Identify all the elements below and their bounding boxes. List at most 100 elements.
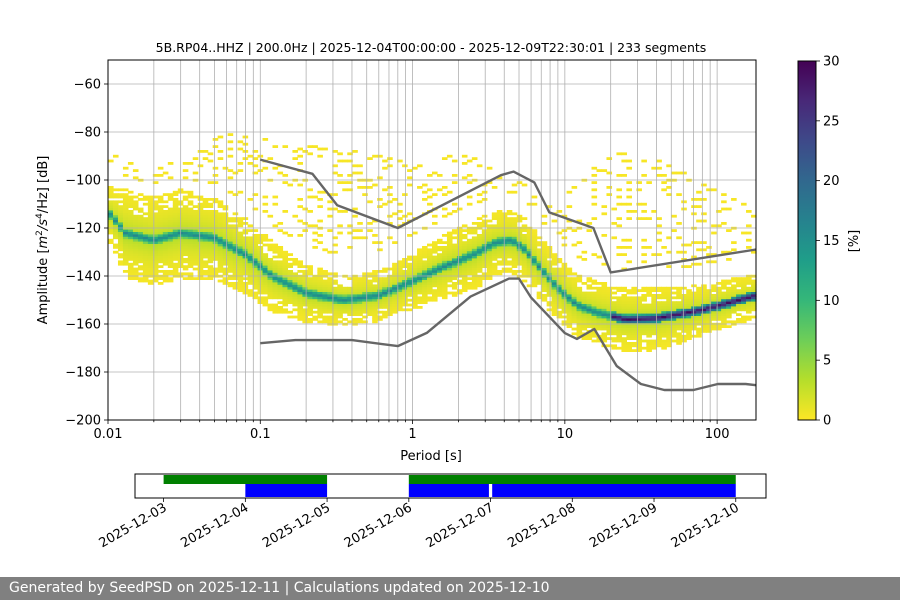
heatmap-cell <box>651 313 657 316</box>
heatmap-cell <box>696 330 702 333</box>
heatmap-cell <box>461 162 468 165</box>
heatmap-cell <box>262 291 269 295</box>
heatmap-cell <box>157 210 164 213</box>
heatmap-cell <box>616 246 623 249</box>
heatmap-cell <box>327 229 333 232</box>
heatmap-cell <box>746 303 752 307</box>
heatmap-cell <box>132 238 139 242</box>
heatmap-cell <box>641 339 647 343</box>
heatmap-cell <box>117 217 124 220</box>
heatmap-cell <box>736 284 742 288</box>
heatmap-cell <box>167 279 174 283</box>
heatmap-cell <box>402 277 408 280</box>
heatmap-cell <box>541 253 548 256</box>
heatmap-cell <box>441 157 448 160</box>
heatmap-cell <box>541 284 548 288</box>
heatmap-cell <box>432 270 438 273</box>
heatmap-cell <box>427 248 433 252</box>
heatmap-cell <box>706 289 712 292</box>
heatmap-cell <box>681 315 687 319</box>
heatmap-cell <box>536 253 543 256</box>
heatmap-cell <box>626 330 632 333</box>
heatmap-cell <box>262 272 269 276</box>
heatmap-cell <box>451 291 458 295</box>
heatmap-cell <box>232 238 239 242</box>
heatmap-cell <box>392 279 398 283</box>
heatmap-cell <box>137 217 144 220</box>
heatmap-cell <box>536 250 543 254</box>
heatmap-cell <box>417 291 423 295</box>
heatmap-cell <box>192 253 199 256</box>
heatmap-cell <box>446 267 453 271</box>
heatmap-cell <box>382 166 388 170</box>
heatmap-cell <box>676 315 682 319</box>
heatmap-cell <box>322 298 328 302</box>
heatmap-cell <box>157 231 164 235</box>
heatmap-cell <box>721 310 727 314</box>
heatmap-cell <box>446 272 453 276</box>
heatmap-cell <box>461 286 468 290</box>
heatmap-cell <box>127 212 134 216</box>
heatmap-cell <box>412 265 418 268</box>
heatmap-cell <box>581 327 588 331</box>
heatmap-cell <box>352 164 358 168</box>
heatmap-cell <box>342 308 348 312</box>
heatmap-cell <box>651 330 657 333</box>
heatmap-cell <box>342 159 348 163</box>
heatmap-cell <box>357 306 363 309</box>
heatmap-cell <box>556 272 563 276</box>
heatmap-cell <box>152 248 159 252</box>
heatmap-cell <box>661 296 667 300</box>
heatmap-cell <box>556 289 563 292</box>
heatmap-cell <box>347 301 353 304</box>
heatmap-cell <box>616 334 623 338</box>
heatmap-cell <box>412 260 418 264</box>
heatmap-cell <box>676 291 682 295</box>
heatmap-cell <box>157 212 164 216</box>
heatmap-cell <box>441 270 448 273</box>
heatmap-cell <box>476 243 483 247</box>
heatmap-cell <box>327 310 333 314</box>
heatmap-cell <box>676 337 682 340</box>
heatmap-cell <box>551 272 558 276</box>
heatmap-cell <box>611 318 618 321</box>
heatmap-cell <box>446 154 453 158</box>
heatmap-cell <box>631 210 637 213</box>
heatmap-cell <box>561 282 568 285</box>
heatmap-cell <box>481 272 488 276</box>
heatmap-cell <box>292 262 299 266</box>
heatmap-cell <box>616 174 623 177</box>
heatmap-cell <box>646 286 652 290</box>
heatmap-cell <box>137 210 144 213</box>
heatmap-cell <box>272 250 279 254</box>
heatmap-cell <box>197 224 204 228</box>
heatmap-cell <box>432 243 438 247</box>
heatmap-cell <box>686 291 692 295</box>
heatmap-cell <box>108 219 114 223</box>
heatmap-cell <box>292 294 299 297</box>
heatmap-cell <box>307 284 313 288</box>
heatmap-cell <box>432 277 438 280</box>
heatmap-cell <box>402 308 408 312</box>
heatmap-cell <box>352 284 358 288</box>
heatmap-cell <box>212 224 219 228</box>
heatmap-cell <box>476 217 483 220</box>
heatmap-cell <box>511 231 518 235</box>
heatmap-cell <box>456 246 463 249</box>
heatmap-cell <box>322 147 328 151</box>
heatmap-cell <box>227 248 234 252</box>
heatmap-cell <box>481 229 488 232</box>
psd-figure: 5B.RP04..HHZ | 200.0Hz | 2025-12-04T00:0… <box>35 40 862 551</box>
heatmap-cell <box>711 289 717 292</box>
heatmap-cell <box>486 241 493 244</box>
heatmap-cell <box>616 332 623 336</box>
heatmap-cell <box>576 320 583 324</box>
heatmap-cell <box>626 166 632 170</box>
heatmap-cell <box>127 224 134 228</box>
heatmap-cell <box>561 291 568 295</box>
heatmap-cell <box>312 315 318 319</box>
heatmap-cell <box>202 243 209 247</box>
heatmap-cell <box>526 262 533 266</box>
heatmap-cell <box>297 301 303 304</box>
heatmap-cell <box>631 327 637 331</box>
